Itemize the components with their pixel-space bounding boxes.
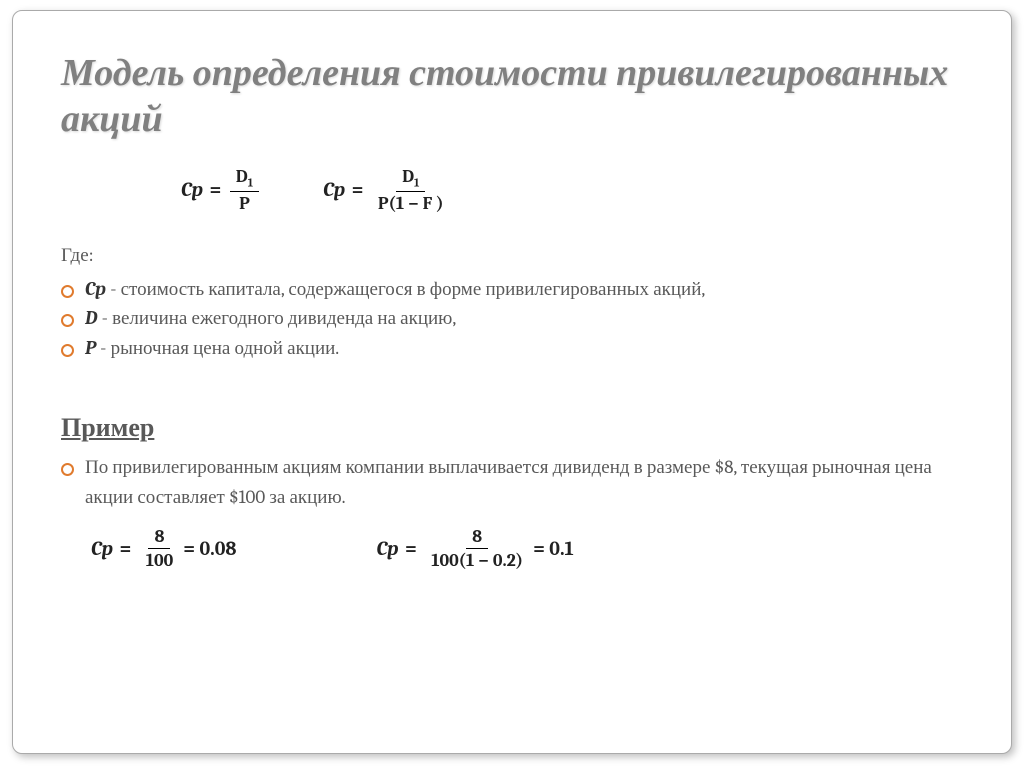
formula2-fraction: D1 P(1 − F ) (372, 166, 450, 214)
formula2-lhs: Cp (323, 178, 345, 201)
formula1-num: D1 (230, 166, 259, 192)
def-p-sym: P (85, 337, 96, 359)
ex1-result: = 0.08 (183, 537, 236, 560)
slide-title: Модель определения стоимости привилегиро… (61, 51, 963, 142)
equals-sign: = (347, 178, 368, 201)
ex2-den: 100(1 − 0.2) (425, 549, 529, 571)
ex1-lhs: Cp (91, 537, 113, 560)
def-cp: Cp - стоимость капитала, содержащегося в… (61, 275, 963, 304)
formula1-den: P (233, 192, 256, 214)
slide-frame: Модель определения стоимости привилегиро… (12, 10, 1012, 754)
formula-row-top: Cp = D1 P Cp = D1 P(1 − F ) (181, 166, 963, 214)
ex2-lhs: Cp (376, 537, 398, 560)
ex2-result: = 0.1 (533, 537, 574, 560)
equals-sign: = (205, 178, 226, 201)
formula1-lhs: Cp (181, 178, 203, 201)
ex2-fraction: 8 100(1 − 0.2) (425, 526, 529, 571)
example-formula-basic: Cp = 8 100 = 0.08 (91, 526, 236, 571)
formula-cp-basic: Cp = D1 P (181, 166, 263, 214)
formula1-fraction: D1 P (230, 166, 259, 214)
ex1-fraction: 8 100 (140, 526, 179, 571)
example-text: По привилегированным акциям компании вып… (61, 453, 963, 512)
formula2-num: D1 (396, 166, 425, 192)
ex1-num: 8 (148, 526, 170, 549)
def-p: P - рыночная цена одной акции. (61, 334, 963, 363)
def-cp-sym: Cp (85, 278, 106, 300)
ex1-den: 100 (140, 549, 179, 571)
def-d-sym: D (85, 307, 97, 329)
def-p-text: - рыночная цена одной акции. (96, 337, 339, 359)
where-label: Где: (61, 244, 963, 267)
ex2-num: 8 (466, 526, 488, 549)
example-list: По привилегированным акциям компании вып… (61, 453, 963, 512)
formula2-den: P(1 − F ) (372, 192, 450, 214)
example-heading: Пример (61, 413, 963, 443)
equals-sign: = (401, 537, 422, 560)
def-d: D - величина ежегодного дивиденда на акц… (61, 304, 963, 333)
example-formula-flotation: Cp = 8 100(1 − 0.2) = 0.1 (376, 526, 573, 571)
formula-cp-flotation: Cp = D1 P(1 − F ) (323, 166, 454, 214)
equals-sign: = (115, 537, 136, 560)
def-cp-text: - стоимость капитала, содержащегося в фо… (106, 278, 705, 300)
def-d-text: - величина ежегодного дивиденда на акцию… (97, 307, 456, 329)
definitions-list: Cp - стоимость капитала, содержащегося в… (61, 275, 963, 363)
formula-row-example: Cp = 8 100 = 0.08 Cp = 8 100(1 − 0.2) = … (91, 526, 963, 571)
